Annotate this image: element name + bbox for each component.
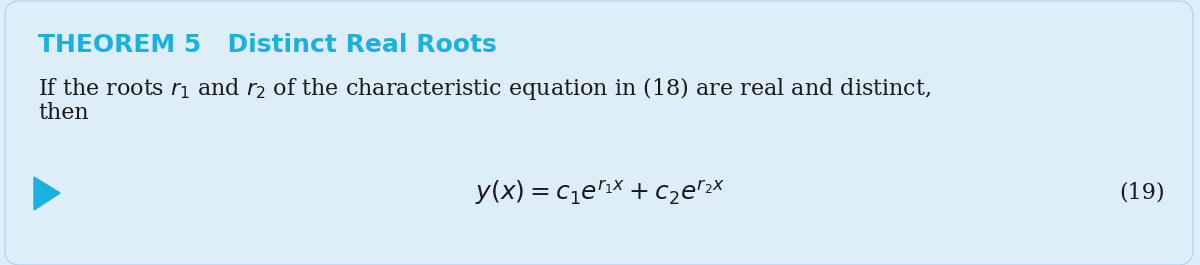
FancyBboxPatch shape	[5, 1, 1193, 265]
Text: $y(x) = c_1e^{r_1 x} + c_2e^{r_2 x}$: $y(x) = c_1e^{r_1 x} + c_2e^{r_2 x}$	[475, 178, 725, 207]
Text: If the roots $r_1$ and $r_2$ of the characteristic equation in (18) are real and: If the roots $r_1$ and $r_2$ of the char…	[38, 75, 931, 102]
Text: THEOREM 5   Distinct Real Roots: THEOREM 5 Distinct Real Roots	[38, 33, 497, 57]
Polygon shape	[34, 177, 60, 210]
Text: (19): (19)	[1120, 182, 1165, 204]
Text: then: then	[38, 102, 89, 124]
